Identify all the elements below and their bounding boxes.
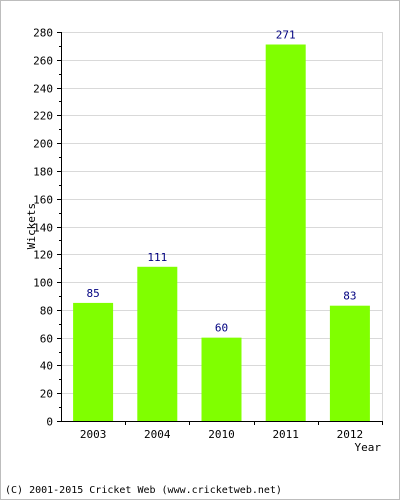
y-tick-label: 140 xyxy=(33,222,53,235)
bar-2012 xyxy=(329,305,370,421)
grid-lines xyxy=(61,32,383,421)
bar-2004 xyxy=(137,266,178,421)
labels: 0 20 40 60 80 100 120 140 160 180 200 220 240 260 280 8… xyxy=(25,27,381,455)
y-tick-label: 100 xyxy=(33,277,53,290)
y-tick-label: 280 xyxy=(33,27,53,40)
y-axis-title: Wickets xyxy=(25,203,38,249)
bar-2010 xyxy=(201,337,242,421)
y-tick-label: 240 xyxy=(33,83,53,96)
bars xyxy=(73,44,370,421)
y-tick-label: 260 xyxy=(33,55,53,68)
x-axis-title: Year xyxy=(355,441,382,454)
bar-value-label: 111 xyxy=(147,251,167,264)
y-tick-label: 160 xyxy=(33,194,53,207)
y-tick-label: 220 xyxy=(33,110,53,123)
bar-value-label: 83 xyxy=(343,290,356,303)
y-tick-label: 60 xyxy=(40,333,53,346)
y-tick-label: 180 xyxy=(33,166,53,179)
bar-value-label: 271 xyxy=(276,29,296,42)
copyright-footer: (C) 2001-2015 Cricket Web (www.cricketwe… xyxy=(5,485,282,496)
y-tick-label: 200 xyxy=(33,138,53,151)
y-tick-label: 80 xyxy=(40,305,53,318)
bar-2011 xyxy=(265,44,306,421)
y-tick-label: 20 xyxy=(40,388,53,401)
y-tick-label: 120 xyxy=(33,249,53,262)
x-tick-label: 2010 xyxy=(208,428,235,441)
axes xyxy=(57,32,383,425)
bar-2003 xyxy=(73,302,114,421)
x-tick-label: 2012 xyxy=(337,428,364,441)
x-tick-label: 2004 xyxy=(144,428,171,441)
y-tick-label: 40 xyxy=(40,360,53,373)
bar-value-label: 60 xyxy=(215,322,228,335)
x-tick-label: 2003 xyxy=(80,428,107,441)
bar-value-label: 85 xyxy=(86,287,99,300)
y-tick-label: 0 xyxy=(46,416,53,429)
x-tick-label: 2011 xyxy=(272,428,299,441)
